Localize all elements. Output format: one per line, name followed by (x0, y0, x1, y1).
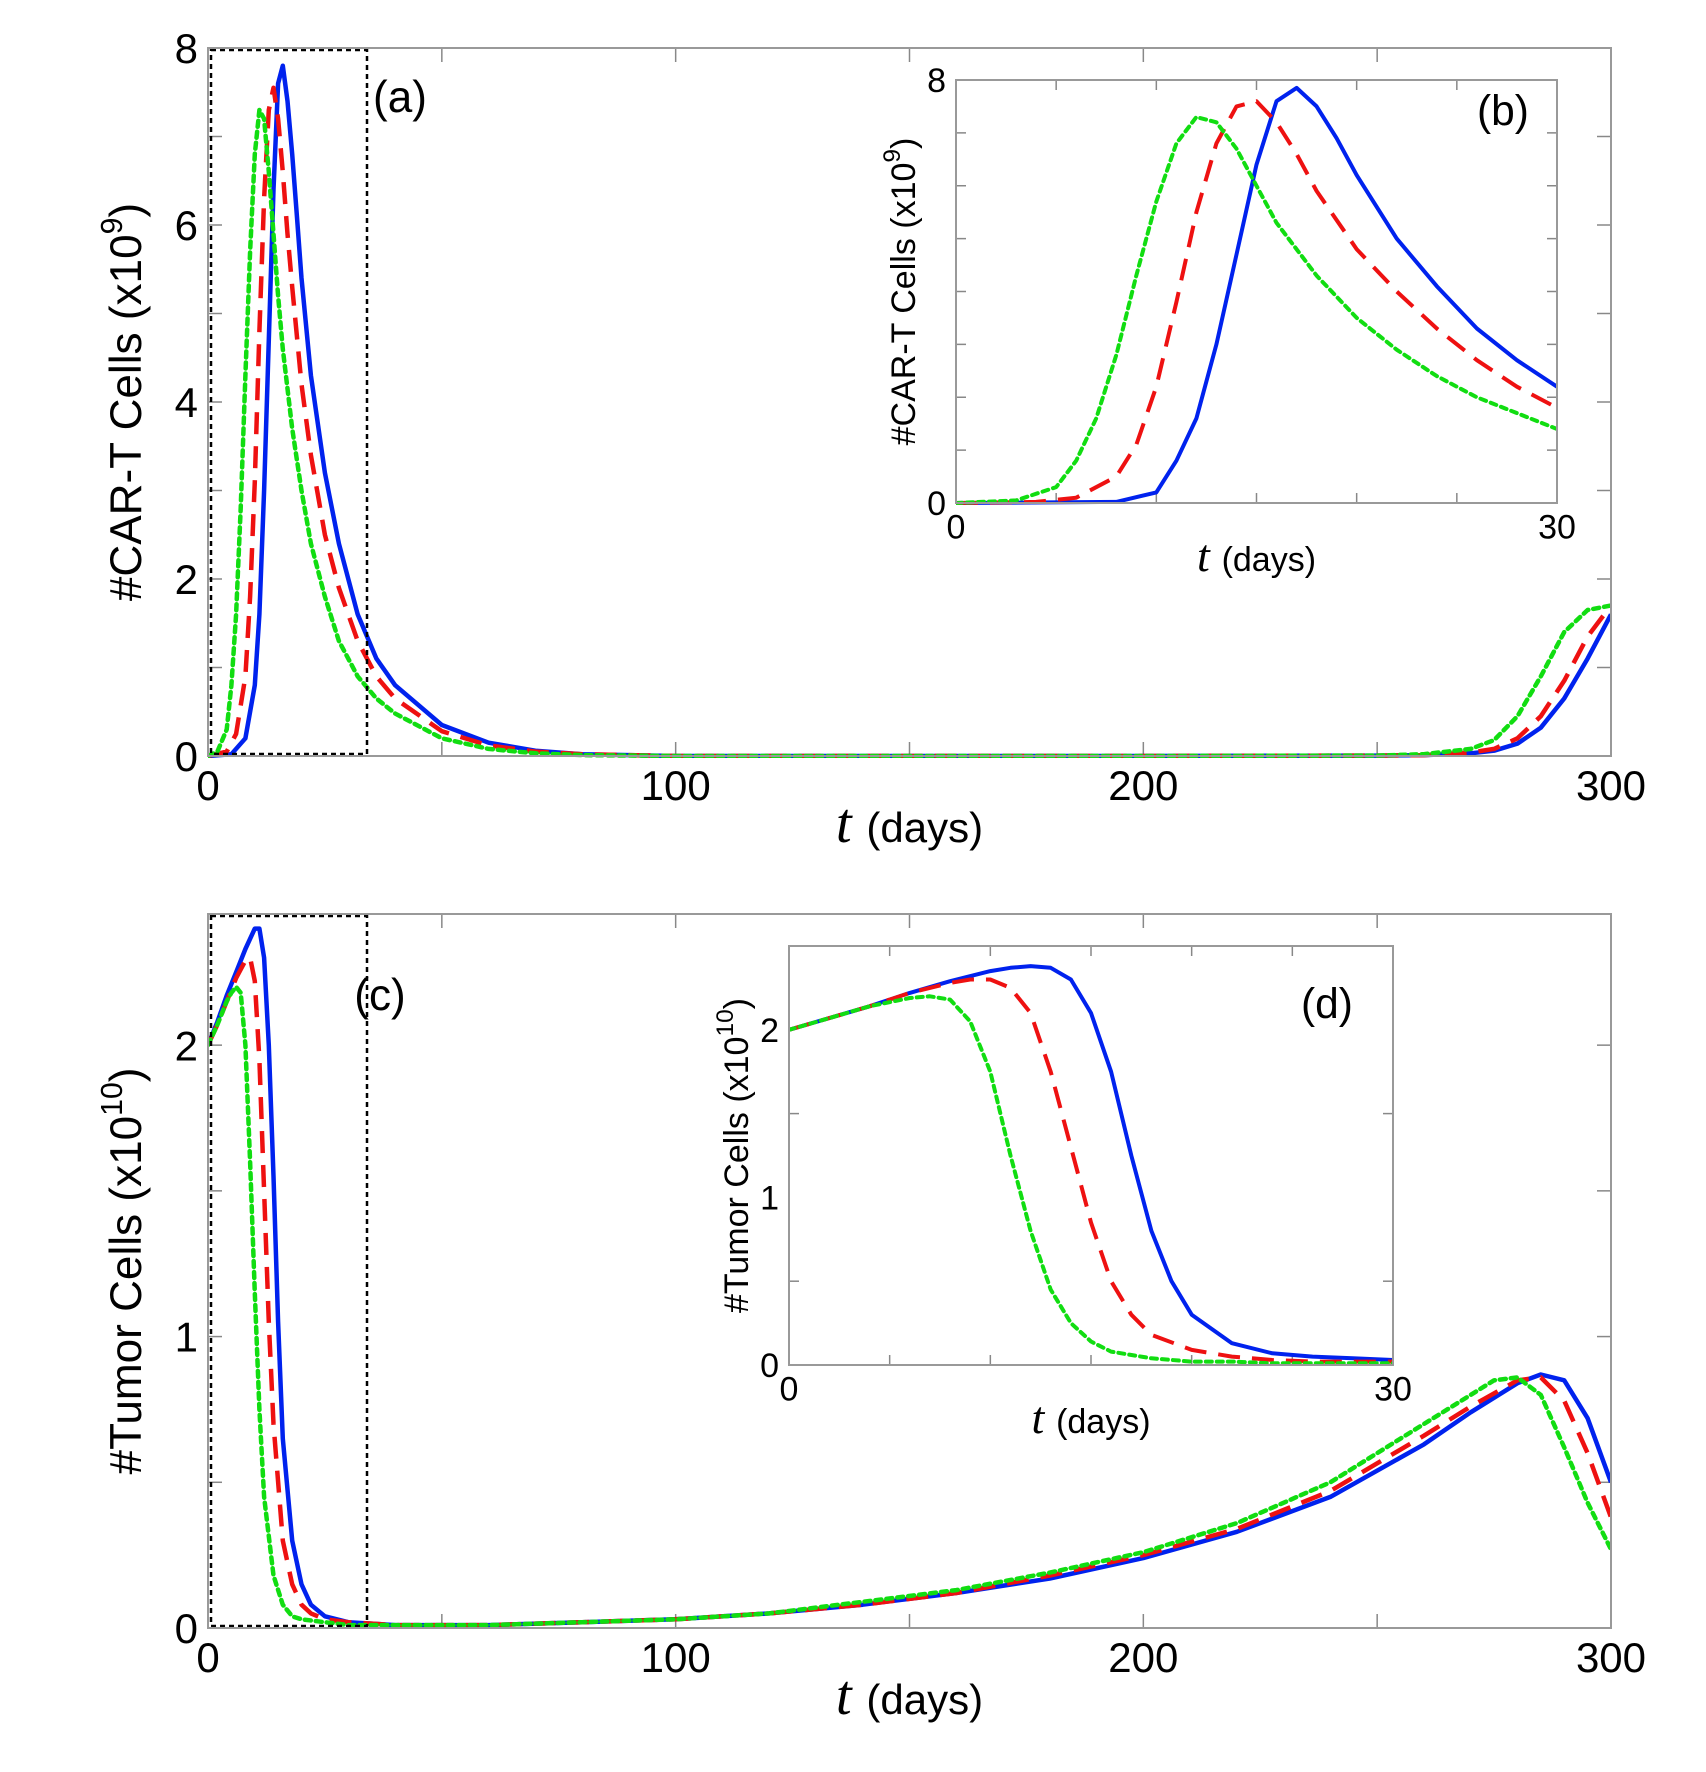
y-tick-label: 4 (175, 379, 198, 426)
panel-label-d: (d) (1301, 981, 1353, 1028)
x-tick-label: 200 (1108, 762, 1178, 809)
zoom-box (209, 914, 369, 1628)
series-line-green-dotted (208, 984, 1611, 1628)
y-axis-label-text: #Tumor Cells (x10 (718, 1037, 756, 1313)
x-tick-label: 0 (780, 1371, 799, 1409)
x-axis-label: t (days) (1197, 530, 1316, 581)
x-axis-var: t (1031, 1392, 1045, 1443)
zoom-box (209, 48, 369, 756)
y-axis-exponent: 9 (96, 218, 129, 235)
y-tick-label: 0 (175, 1605, 198, 1652)
y-tick-label: 2 (760, 1012, 779, 1050)
y-axis-exponent: 9 (879, 149, 906, 163)
y-axis-label-text: #Tumor Cells (x10 (102, 1116, 151, 1475)
x-axis-unit: (days) (866, 1676, 983, 1723)
x-axis-unit: (days) (1222, 541, 1316, 579)
x-tick-label: 100 (641, 762, 711, 809)
y-axis-label: #Tumor Cells (x1010) (96, 1068, 151, 1475)
x-tick-label: 300 (1576, 762, 1646, 809)
x-axis-label: t (days) (1031, 1392, 1150, 1443)
plot-area-b (956, 80, 1557, 503)
axes-frame (207, 913, 1612, 1629)
y-axis-label-close: ) (885, 138, 923, 149)
series-line-blue-solid (956, 85, 1557, 505)
series-line-red-dashed (208, 85, 1611, 758)
y-tick-label: 8 (175, 25, 198, 72)
y-axis-label-close: ) (718, 998, 756, 1009)
x-axis-var: t (836, 792, 853, 855)
y-tick-label: 1 (760, 1180, 779, 1218)
y-axis-label: #CAR-T Cells (x109) (879, 138, 923, 446)
x-tick-label: 100 (641, 1634, 711, 1681)
x-axis-label: t (days) (836, 792, 983, 855)
series-line-red-dashed (956, 99, 1557, 505)
y-tick-label: 0 (927, 485, 946, 523)
panel-label-a: (a) (373, 73, 427, 122)
x-axis-unit: (days) (1056, 1403, 1150, 1441)
panel-label-b: (b) (1477, 88, 1529, 135)
y-tick-label: 8 (927, 62, 946, 100)
y-axis-label: #Tumor Cells (x1010) (712, 998, 756, 1313)
series-line-red-dashed (789, 977, 1393, 1364)
x-tick-label: 30 (1374, 1371, 1412, 1409)
x-axis-label: t (days) (836, 1664, 983, 1727)
x-axis-unit: (days) (866, 804, 983, 851)
x-tick-label: 0 (196, 762, 219, 809)
y-tick-label: 2 (175, 556, 198, 603)
x-axis-var: t (1197, 530, 1211, 581)
x-axis-var: t (836, 1664, 853, 1727)
y-axis-label-close: ) (102, 203, 151, 218)
x-tick-label: 30 (1538, 509, 1576, 547)
y-axis-label-text: #CAR-T Cells (x10 (885, 163, 923, 446)
x-tick-label: 0 (196, 1634, 219, 1681)
y-axis-exponent: 10 (96, 1082, 129, 1116)
y-tick-label: 0 (175, 733, 198, 780)
y-tick-label: 6 (175, 202, 198, 249)
y-axis-label-close: ) (102, 1068, 151, 1083)
axes-frame (955, 79, 1558, 504)
panel-label-c: (c) (354, 971, 405, 1020)
chart-b: 0 30 0 8 t (days) #CAR-T Cells (x109) (b) (879, 62, 1576, 581)
x-tick-label: 200 (1108, 1634, 1178, 1681)
series-line-green-dotted (789, 994, 1393, 1366)
y-axis-label: #CAR-T Cells (x109) (96, 203, 151, 601)
x-tick-label: 0 (947, 509, 966, 547)
y-axis-label-text: #CAR-T Cells (x10 (102, 234, 151, 601)
y-tick-label: 1 (175, 1314, 198, 1361)
chart-d: 0 30 0 1 2 t (days) #Tumor Cells (x1010) (d) (712, 945, 1412, 1443)
y-tick-label: 2 (175, 1022, 198, 1069)
x-tick-label: 300 (1576, 1634, 1646, 1681)
y-axis-exponent: 10 (712, 1009, 739, 1036)
axes-frame (207, 47, 1612, 757)
series-line-green-dotted (208, 107, 1611, 758)
axes-frame (788, 945, 1394, 1366)
series-line-green-dotted (956, 115, 1557, 505)
y-tick-label: 0 (760, 1347, 779, 1385)
